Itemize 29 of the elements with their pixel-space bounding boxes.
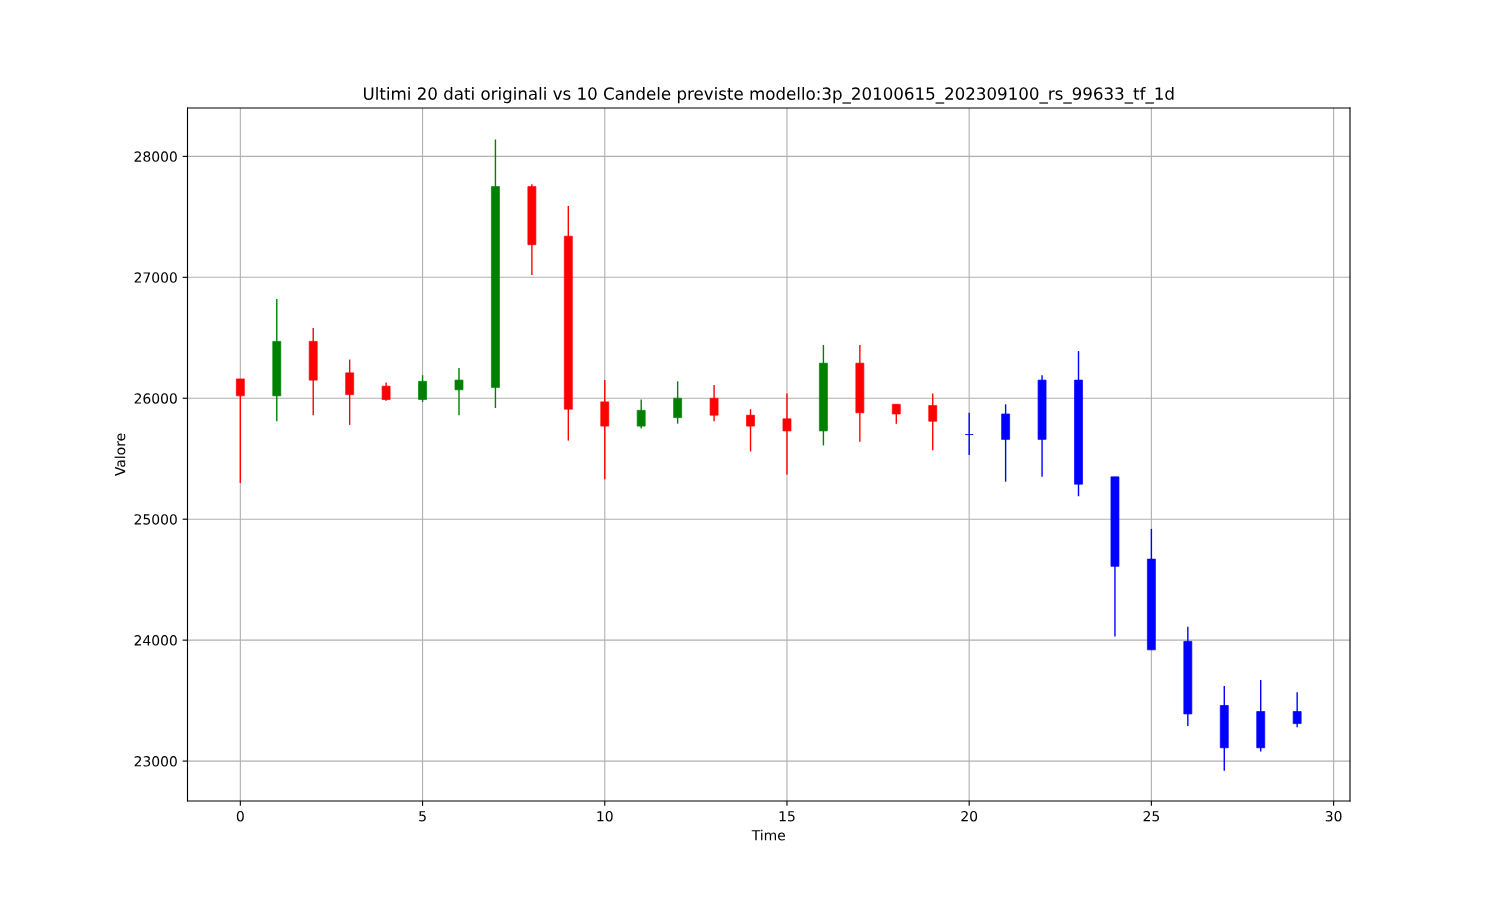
y-tick-label: 23000 bbox=[134, 756, 177, 767]
candlestick bbox=[1292, 691, 1302, 728]
candlestick bbox=[673, 380, 682, 425]
candlestick bbox=[636, 398, 646, 430]
y-tick-label: 24000 bbox=[134, 635, 177, 646]
candlestick bbox=[235, 378, 245, 484]
chart-title: Ultimi 20 dati originali vs 10 Candele previste modello:3p_20100615_202309100_rs_99633_tf_1d bbox=[363, 87, 1174, 104]
x-tick-label: 15 bbox=[779, 811, 795, 822]
candlestick bbox=[709, 384, 719, 422]
x-axis-title: Time bbox=[751, 829, 785, 841]
x-tick-label: 0 bbox=[236, 810, 244, 822]
x-tick-label: 25 bbox=[1143, 810, 1160, 822]
candlestick bbox=[891, 403, 901, 425]
candlestick bbox=[782, 392, 792, 476]
candlestick bbox=[381, 381, 391, 402]
candlestick bbox=[345, 358, 355, 426]
candlestick bbox=[746, 408, 755, 453]
x-tick-label: 20 bbox=[961, 810, 978, 822]
candlestick bbox=[454, 367, 464, 416]
candlestick bbox=[928, 392, 938, 451]
y-tick-label: 28000 bbox=[134, 151, 177, 162]
y-tick-label: 26000 bbox=[134, 393, 177, 404]
candlestick bbox=[418, 374, 427, 403]
y-axis-title: Valore bbox=[114, 433, 126, 477]
y-tick-label: 27000 bbox=[134, 272, 177, 283]
y-tick-label: 25000 bbox=[134, 514, 177, 525]
x-tick-label: 5 bbox=[419, 811, 426, 822]
x-tick-label: 30 bbox=[1325, 810, 1342, 822]
x-tick-label: 10 bbox=[597, 810, 613, 822]
